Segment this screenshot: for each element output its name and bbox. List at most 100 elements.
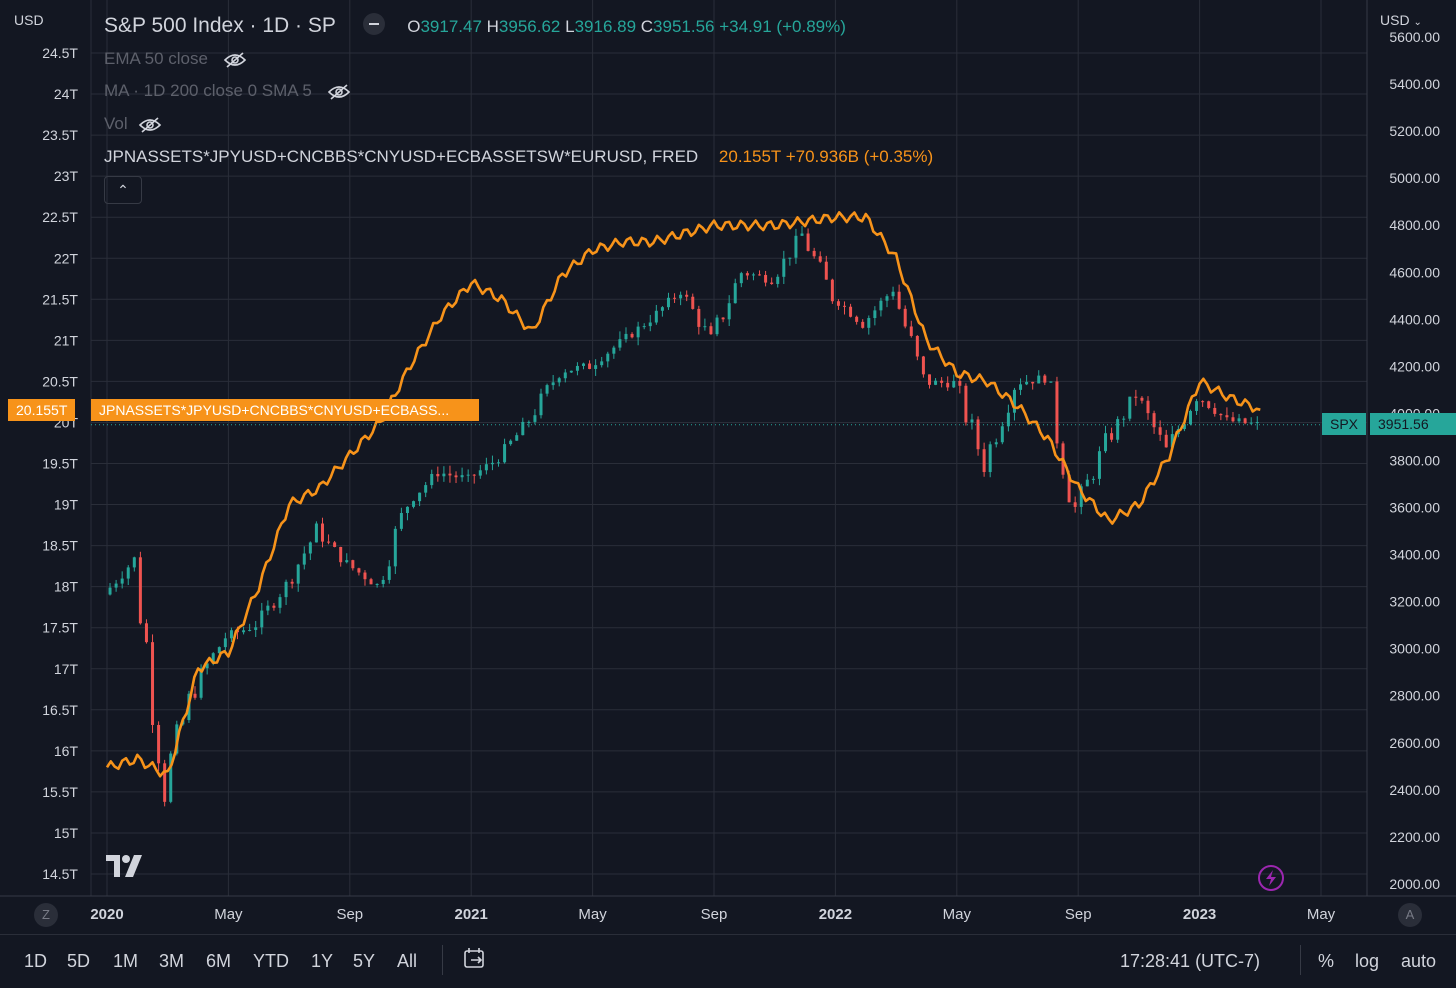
timeframe-5y[interactable]: 5Y xyxy=(353,951,376,971)
candle-body xyxy=(1164,434,1168,448)
right-axis-tick: 3600.00 xyxy=(1389,500,1440,516)
left-axis-currency[interactable]: USD xyxy=(14,12,44,28)
candle-body xyxy=(806,233,810,251)
compare-price-badge: 20.155T xyxy=(8,399,76,421)
timeframe-6m[interactable]: 6M xyxy=(206,951,232,971)
candle-body xyxy=(836,301,840,306)
time-axis-tick: Sep xyxy=(336,906,363,923)
percent-scale-toggle[interactable]: % xyxy=(1318,951,1335,971)
candle-body xyxy=(1158,427,1162,435)
candle-body xyxy=(1201,401,1205,403)
candle-body xyxy=(527,421,531,423)
calendar-goto-icon[interactable] xyxy=(463,947,487,971)
close-value: 3951.56 xyxy=(653,17,715,36)
candle-body xyxy=(1134,396,1138,398)
right-axis-tick: 3400.00 xyxy=(1389,547,1440,563)
eye-hidden-icon[interactable] xyxy=(327,83,351,100)
collapse-legend-button[interactable]: ⌃ xyxy=(104,176,142,204)
right-axis-tick: 4200.00 xyxy=(1389,358,1440,374)
candle-body xyxy=(782,258,786,277)
candle-body xyxy=(879,300,883,311)
candle-body xyxy=(673,297,677,299)
left-axis-tick: 19.5T xyxy=(42,456,78,472)
right-axis-tick: 3800.00 xyxy=(1389,452,1440,468)
candle-body xyxy=(375,583,379,585)
log-scale-toggle[interactable]: log xyxy=(1355,951,1380,971)
candle-body xyxy=(1025,381,1029,385)
right-axis-tick: 4400.00 xyxy=(1389,311,1440,327)
candle-body xyxy=(308,542,312,554)
candle-body xyxy=(430,473,434,486)
candle-body xyxy=(1043,375,1047,383)
eye-hidden-icon[interactable] xyxy=(138,116,162,133)
candle-body xyxy=(909,326,913,336)
candle-body xyxy=(132,557,136,568)
compare-line-path xyxy=(105,211,1261,778)
candle-body xyxy=(648,322,652,327)
right-axis-currency[interactable]: USD ⌄ xyxy=(1380,12,1422,28)
candle-body xyxy=(666,297,670,308)
candle-body xyxy=(351,560,355,569)
indicator-vol[interactable]: Vol xyxy=(104,114,162,134)
candle-body xyxy=(290,581,294,584)
candle-body xyxy=(1188,410,1192,425)
candle-body xyxy=(327,541,331,543)
candle-body xyxy=(867,318,871,328)
tradingview-logo[interactable] xyxy=(106,853,150,879)
timeframe-all[interactable]: All xyxy=(397,951,418,971)
timeframe-3m[interactable]: 3M xyxy=(159,951,185,971)
candle-body xyxy=(636,326,640,338)
candle-body xyxy=(339,546,343,563)
candle-body xyxy=(697,308,701,327)
candle-body xyxy=(715,317,719,335)
candle-body xyxy=(515,435,519,441)
candle-body xyxy=(229,630,233,639)
candle-body xyxy=(1031,381,1035,384)
indicator-ma[interactable]: MA · 1D 200 close 0 SMA 5 xyxy=(104,81,351,101)
right-axis-tick: 3200.00 xyxy=(1389,594,1440,610)
candle-body xyxy=(709,326,713,335)
compare-legend[interactable]: JPNASSETS*JPYUSD+CNCBBS*CNYUSD+ECBASSETS… xyxy=(104,147,933,167)
clock-timezone[interactable]: 17:28:41 (UTC-7) xyxy=(1120,951,1261,971)
candle-body xyxy=(575,365,579,371)
timeframe-ytd[interactable]: YTD xyxy=(253,951,289,971)
candle-body xyxy=(873,310,877,319)
candle-body xyxy=(1116,419,1120,440)
candle-body xyxy=(157,724,161,764)
candle-body xyxy=(272,605,276,608)
timeframe-1m[interactable]: 1M xyxy=(113,951,139,971)
indicator-ema[interactable]: EMA 50 close xyxy=(104,49,247,69)
minus-icon[interactable] xyxy=(363,13,386,36)
candle-body xyxy=(108,587,112,595)
timeframe-1d[interactable]: 1D xyxy=(24,951,48,971)
candle-body xyxy=(424,485,428,493)
candle-body xyxy=(266,605,270,611)
candle-body xyxy=(952,380,956,388)
eye-hidden-icon[interactable] xyxy=(223,51,247,68)
timeframe-1y[interactable]: 1Y xyxy=(311,951,334,971)
candle-body xyxy=(764,274,768,283)
candle-body xyxy=(460,475,464,478)
auto-scale-toggle[interactable]: auto xyxy=(1401,951,1437,971)
right-axis-tick: 5200.00 xyxy=(1389,123,1440,139)
legend-title-row: S&P 500 Index · 1D · SP O3917.47 H3956.6… xyxy=(104,13,846,38)
candle-body xyxy=(436,473,440,477)
auto-scale-button[interactable]: A xyxy=(1398,903,1422,927)
lightning-icon[interactable] xyxy=(1257,864,1285,892)
candle-body xyxy=(1091,478,1095,480)
right-axis-tick: 5400.00 xyxy=(1389,76,1440,92)
time-axis-tick: May xyxy=(578,906,607,923)
candle-body xyxy=(946,382,950,388)
compare-label: JPNASSETS*JPYUSD+CNCBBS*CNYUSD+ECBASSETS… xyxy=(104,147,699,166)
candle-body xyxy=(745,273,749,276)
timeframe-5d[interactable]: 5D xyxy=(67,951,91,971)
candle-body xyxy=(733,283,737,304)
candle-body xyxy=(982,449,986,473)
chart-pane[interactable]: 24.5T24T23.5T23T22.5T22T21.5T21T20.5T20T… xyxy=(0,0,1456,934)
candle-body xyxy=(1073,502,1077,507)
candle-body xyxy=(1207,401,1211,408)
candle-body xyxy=(223,638,227,648)
scale-zoom-button[interactable]: Z xyxy=(34,903,58,927)
candle-body xyxy=(988,444,992,473)
symbol-title[interactable]: S&P 500 Index · 1D · SP xyxy=(104,14,336,37)
